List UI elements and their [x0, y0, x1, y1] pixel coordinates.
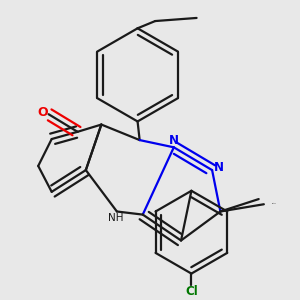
- Text: NH: NH: [108, 213, 123, 223]
- Text: N: N: [214, 161, 224, 174]
- Text: O: O: [38, 106, 48, 119]
- Text: Cl: Cl: [185, 285, 198, 298]
- Text: methyl: methyl: [272, 203, 277, 204]
- Text: N: N: [169, 134, 179, 147]
